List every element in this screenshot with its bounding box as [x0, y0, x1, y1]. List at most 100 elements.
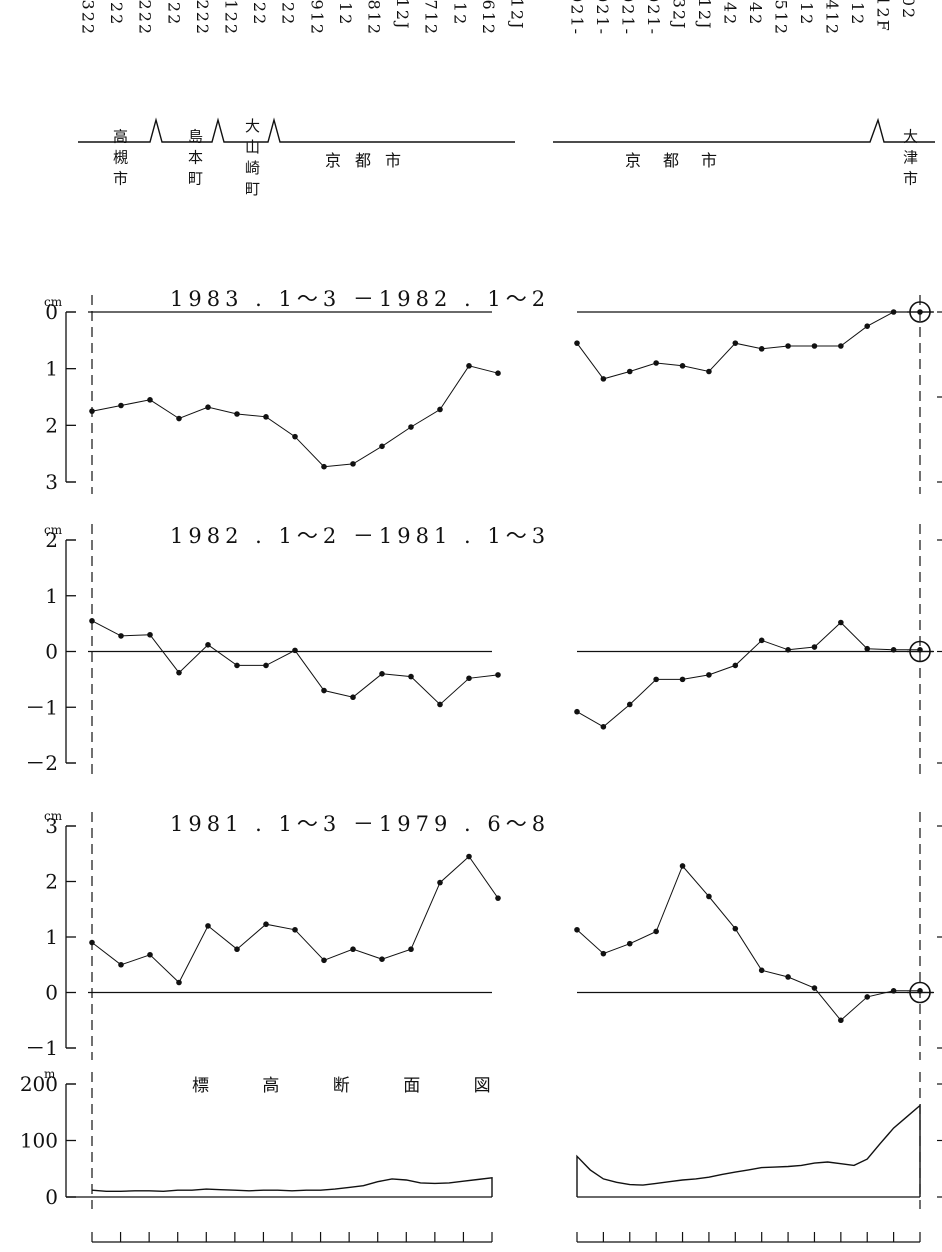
data-point-right [706, 672, 712, 678]
y-tick-label: 0 [45, 300, 58, 324]
data-point-left [118, 633, 124, 639]
data-point-right [758, 967, 765, 974]
left-station-codes: 1-322 322 1-222 222 1-222 1-122 122 022 1-912 912… [79, 0, 527, 36]
station-code: 02 [899, 0, 918, 20]
data-point-right [785, 343, 791, 349]
station-code: 1-912 [307, 0, 326, 36]
data-point-right [864, 323, 871, 329]
y-unit-label: cm [44, 809, 63, 823]
station-code: 1-812 [365, 0, 384, 36]
y-tick-label: －2 [25, 751, 58, 775]
station-code: 612J [508, 0, 527, 30]
place-label-oyamazaki: 大山崎町 [243, 118, 261, 202]
data-point-right [600, 376, 607, 382]
data-point-right [838, 343, 844, 349]
y-tick-label: 2 [45, 413, 58, 437]
data-point-right [890, 309, 897, 315]
panel-title: 1983 . 1～3 －1982 . 1～2 [170, 287, 550, 311]
y-unit-label: cm [44, 523, 63, 537]
station-code: 812J [393, 0, 412, 30]
station-code: 8921- [619, 0, 638, 36]
station-code: 222 [164, 0, 183, 26]
data-point-left [379, 956, 385, 962]
data-point-left [379, 443, 385, 450]
elevation-profile-left [91, 1177, 493, 1197]
data-point-left [147, 951, 153, 958]
station-code: 1-412 [823, 0, 842, 36]
y-tick-label: 3 [45, 814, 58, 838]
station-code: 612J [695, 0, 714, 30]
header-baseline-right [553, 117, 935, 143]
place-label-kyoto-right: 京都市 [625, 151, 739, 170]
data-point-right [679, 863, 686, 869]
y-unit-label: m [44, 1067, 56, 1081]
y-axis-line [65, 311, 76, 483]
data-point-right [626, 701, 633, 708]
y-tick-label: 100 [20, 1129, 58, 1153]
series-line-left [91, 365, 499, 468]
data-point-right [732, 662, 739, 669]
data-point-right [864, 994, 871, 1000]
data-point-left [263, 414, 269, 420]
y-tick-label: －1 [25, 1036, 58, 1060]
data-point-left [437, 701, 443, 708]
place-label-takatsuki: 高槻市 [111, 129, 129, 192]
data-point-right [732, 925, 739, 932]
y-tick-label: 1 [45, 925, 58, 949]
y-tick-label: －1 [25, 695, 58, 719]
station-code: 7921- [593, 0, 612, 36]
right-station-codes: 6921- 7921- 8921- 9921- 932J 612J 242 142 1-512 5… [568, 0, 919, 36]
y-unit-label: cm [44, 295, 63, 309]
station-code: 122 [250, 0, 269, 26]
bottom-tick-rows [91, 1232, 921, 1243]
station-code: 1-122 [222, 0, 241, 36]
data-point-right [626, 368, 633, 375]
station-code: 9921- [644, 0, 663, 36]
data-point-right [890, 647, 897, 653]
chart-panel-2: 2 1 0 －1 －2 cm 1982 . 1～2 －1981 . 1～3 [25, 523, 942, 775]
data-point-right [574, 708, 580, 715]
elevation-profile-right [576, 1103, 921, 1197]
data-point-right [574, 926, 580, 933]
station-code: 412 [848, 0, 867, 26]
data-point-left [292, 647, 298, 654]
data-point-left [321, 687, 327, 694]
data-point-right [811, 985, 818, 991]
data-point-right [653, 928, 659, 935]
station-code: 1-612 [479, 0, 498, 36]
data-point-left [176, 415, 182, 422]
data-point-left [437, 406, 443, 413]
data-point-left [205, 923, 211, 929]
station-code: 6921- [568, 0, 587, 36]
data-point-left [205, 404, 211, 411]
chart-panel-4: 200 100 0 m 標 高 断 面 図 [20, 1067, 942, 1209]
y-tick-label: 0 [45, 1185, 58, 1209]
y-tick-label: 0 [45, 981, 58, 1005]
data-point-right [890, 988, 897, 994]
place-label-shimamoto: 島本町 [186, 129, 204, 192]
data-point-left [263, 921, 269, 928]
panel-title: 標 高 断 面 図 [192, 1076, 515, 1096]
data-point-right [653, 360, 659, 366]
series-line-right [576, 865, 920, 1022]
data-point-left [89, 618, 95, 624]
data-point-left [118, 402, 124, 409]
chart-panel-1: 0 1 2 3 cm 1983 . 1～3 －1982 . 1～2 [44, 287, 942, 494]
station-code: 1-322 [79, 0, 98, 36]
data-point-left [408, 673, 414, 680]
data-point-left [466, 363, 472, 369]
chart-panel-3: 3 2 1 0 －1 cm 1981 . 1～3 －1979 . 6～8 [25, 809, 942, 1060]
data-point-right [811, 644, 818, 650]
data-point-left [379, 671, 385, 677]
data-point-left [350, 694, 356, 701]
data-point-right [838, 1017, 844, 1024]
station-code: 1-712 [422, 0, 441, 36]
data-point-left [321, 463, 327, 470]
y-tick-label: 1 [45, 357, 58, 381]
data-point-left [321, 957, 327, 964]
data-point-left [495, 370, 501, 377]
data-point-left [437, 879, 443, 886]
series-line-left [91, 620, 499, 706]
